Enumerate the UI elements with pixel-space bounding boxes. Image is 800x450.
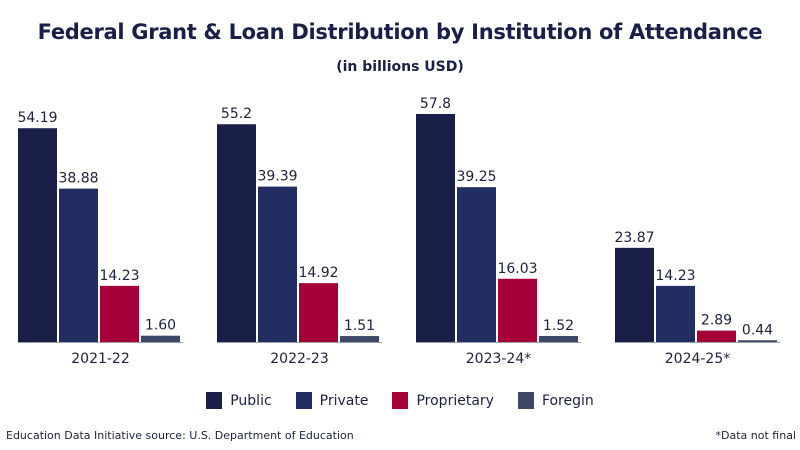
data-label-private-1: 39.39 xyxy=(257,169,297,185)
legend-item-private: Private xyxy=(295,392,369,409)
data-not-final-note: *Data not final xyxy=(715,429,796,442)
data-label-proprietary-0: 14.23 xyxy=(99,268,139,284)
category-label: 2024-25* xyxy=(665,351,731,367)
data-label-public-1: 55.2 xyxy=(221,106,252,122)
data-label-private-3: 14.23 xyxy=(655,268,695,284)
bar-private-2 xyxy=(457,187,496,342)
legend-swatch-proprietary xyxy=(392,392,409,409)
legend-label-foregin: Foregin xyxy=(541,392,594,409)
bar-public-1 xyxy=(217,124,256,343)
data-label-public-0: 54.19 xyxy=(17,110,57,126)
bar-private-1 xyxy=(258,186,297,342)
legend-label-private: Private xyxy=(319,392,369,409)
data-label-proprietary-1: 14.92 xyxy=(298,265,338,281)
bar-proprietary-0 xyxy=(100,285,139,342)
data-label-foregin-2: 1.52 xyxy=(543,318,574,334)
data-label-foregin-1: 1.51 xyxy=(344,318,375,334)
category-label: 2021-22 xyxy=(71,351,130,367)
chart-subtitle: (in billions USD) xyxy=(336,59,464,75)
bar-foregin-0 xyxy=(141,335,180,342)
legend-item-proprietary: Proprietary xyxy=(392,392,494,409)
legend-item-public: Public xyxy=(206,392,272,409)
data-label-proprietary-3: 2.89 xyxy=(701,313,732,329)
data-label-foregin-0: 1.60 xyxy=(145,318,176,334)
bar-proprietary-2 xyxy=(498,278,537,342)
bar-private-0 xyxy=(59,188,98,342)
legend-swatch-public xyxy=(206,392,223,409)
data-label-private-0: 38.88 xyxy=(58,171,98,187)
data-label-private-2: 39.25 xyxy=(456,169,496,185)
bar-public-3 xyxy=(615,247,654,342)
data-label-foregin-3: 0.44 xyxy=(742,322,773,338)
legend-label-public: Public xyxy=(230,392,272,409)
bar-proprietary-3 xyxy=(697,330,736,342)
bar-proprietary-1 xyxy=(299,283,338,342)
data-label-public-3: 23.87 xyxy=(614,230,654,246)
bar-private-3 xyxy=(656,285,695,342)
chart-title: Federal Grant & Loan Distribution by Ins… xyxy=(37,20,763,44)
legend-swatch-foregin xyxy=(517,392,534,409)
data-label-proprietary-2: 16.03 xyxy=(497,261,537,277)
bar-foregin-1 xyxy=(340,336,379,342)
source-note: Education Data Initiative source: U.S. D… xyxy=(6,429,354,442)
category-label: 2022-23 xyxy=(270,351,329,367)
bar-public-0 xyxy=(18,128,57,342)
legend: Public Private Proprietary Foregin xyxy=(0,392,800,409)
legend-swatch-private xyxy=(295,392,312,409)
data-label-public-2: 57.8 xyxy=(420,96,451,112)
bar-foregin-3 xyxy=(738,340,777,342)
bar-chart: 54.19 38.88 14.23 1.60 2021-22 55.2 39.39 14.92… xyxy=(17,96,780,367)
category-label: 2023-24* xyxy=(466,351,532,367)
bar-foregin-2 xyxy=(539,336,578,342)
legend-label-proprietary: Proprietary xyxy=(416,392,494,409)
bar-public-2 xyxy=(416,113,455,342)
legend-item-foregin: Foregin xyxy=(517,392,594,409)
